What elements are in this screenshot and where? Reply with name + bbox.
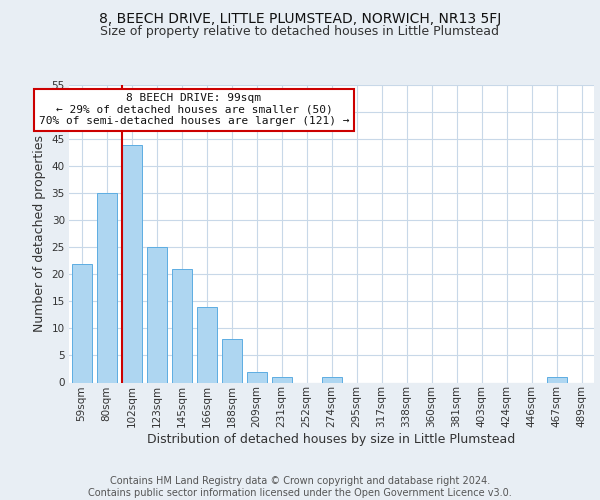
Y-axis label: Number of detached properties: Number of detached properties	[33, 135, 46, 332]
Bar	[547, 377, 566, 382]
Bar	[121, 144, 142, 382]
Bar	[271, 377, 292, 382]
Bar	[221, 339, 241, 382]
Text: Contains public sector information licensed under the Open Government Licence v3: Contains public sector information licen…	[88, 488, 512, 498]
Text: Contains HM Land Registry data © Crown copyright and database right 2024.: Contains HM Land Registry data © Crown c…	[110, 476, 490, 486]
Bar	[197, 307, 217, 382]
Bar	[146, 248, 167, 382]
Bar	[172, 269, 191, 382]
Text: Size of property relative to detached houses in Little Plumstead: Size of property relative to detached ho…	[101, 25, 499, 38]
Text: 8 BEECH DRIVE: 99sqm
← 29% of detached houses are smaller (50)
70% of semi-detac: 8 BEECH DRIVE: 99sqm ← 29% of detached h…	[39, 93, 349, 126]
X-axis label: Distribution of detached houses by size in Little Plumstead: Distribution of detached houses by size …	[148, 433, 515, 446]
Bar	[322, 377, 341, 382]
Bar	[97, 193, 116, 382]
Bar	[247, 372, 266, 382]
Bar	[71, 264, 91, 382]
Text: 8, BEECH DRIVE, LITTLE PLUMSTEAD, NORWICH, NR13 5FJ: 8, BEECH DRIVE, LITTLE PLUMSTEAD, NORWIC…	[99, 12, 501, 26]
